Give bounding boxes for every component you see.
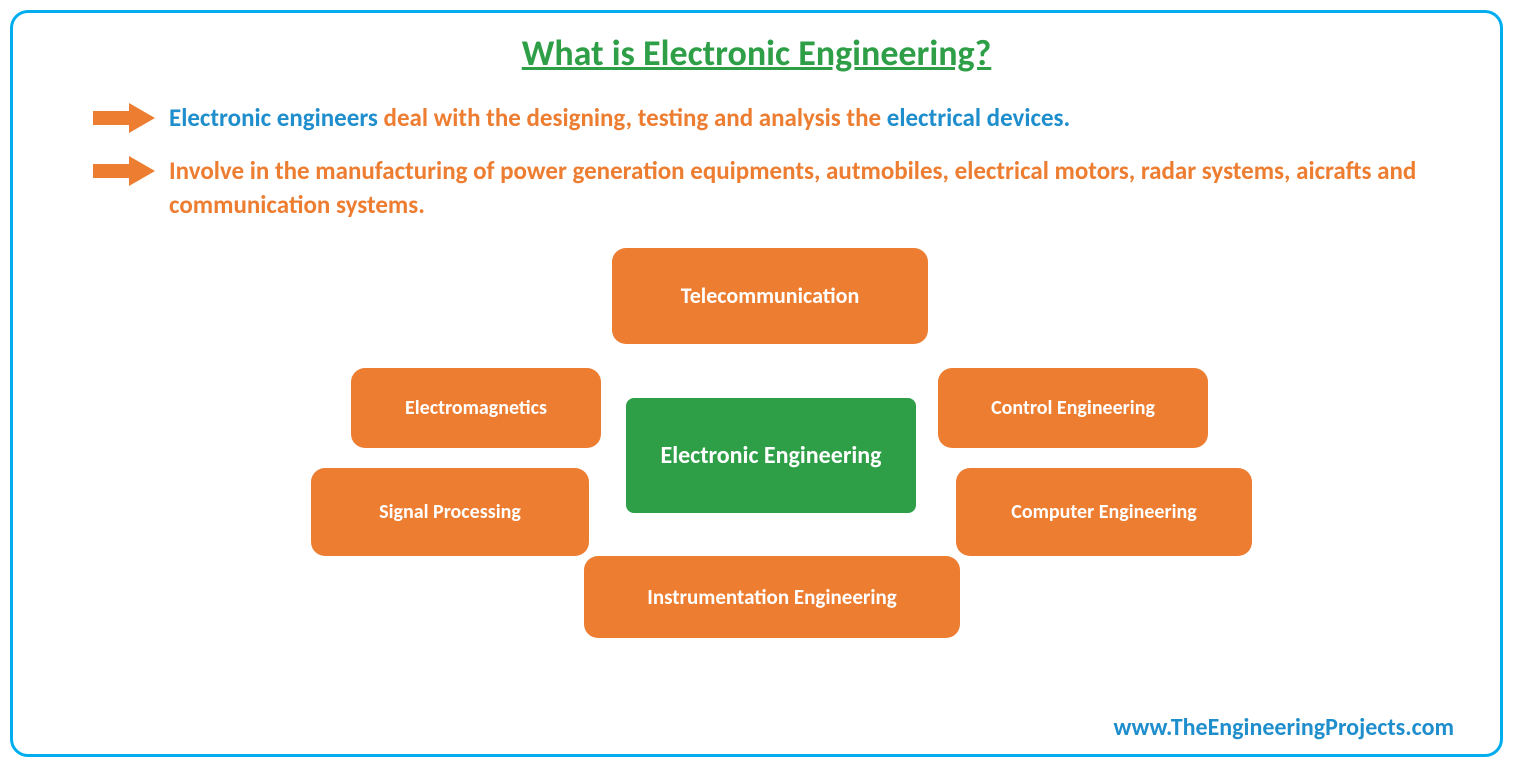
diagram-node: Telecommunication bbox=[612, 248, 928, 344]
diagram-node: Electromagnetics bbox=[351, 368, 601, 448]
bullet-text-segment: Involve in the manufacturing of power ge… bbox=[169, 155, 1416, 220]
arrow-icon bbox=[93, 156, 155, 191]
bullet-text-segment: deal with the designing, testing and ana… bbox=[384, 102, 887, 133]
bullet-text-segment: Electronic engineers bbox=[169, 102, 384, 133]
infographic-frame: What is Electronic Engineering? Electron… bbox=[10, 10, 1503, 757]
bullet-text: Electronic engineers deal with the desig… bbox=[169, 101, 1070, 135]
bullet-list: Electronic engineers deal with the desig… bbox=[93, 101, 1440, 222]
arrow-icon bbox=[93, 103, 155, 138]
diagram-area: TelecommunicationElectromagnetics Control… bbox=[53, 238, 1460, 658]
diagram-node: Control Engineering bbox=[938, 368, 1208, 448]
diagram-node: Computer Engineering bbox=[956, 468, 1252, 556]
bullet-text: Involve in the manufacturing of power ge… bbox=[169, 154, 1440, 222]
page-title: What is Electronic Engineering? bbox=[53, 31, 1460, 75]
diagram-node: Instrumentation Engineering bbox=[584, 556, 960, 638]
diagram-node: Signal Processing bbox=[311, 468, 589, 556]
watermark-text: www.TheEngineeringProjects.com bbox=[1113, 713, 1454, 742]
bullet-row: Involve in the manufacturing of power ge… bbox=[93, 154, 1440, 222]
diagram-center-node: Electronic Engineering bbox=[626, 398, 916, 513]
bullet-row: Electronic engineers deal with the desig… bbox=[93, 101, 1440, 138]
bullet-text-segment: electrical devices. bbox=[887, 102, 1070, 133]
